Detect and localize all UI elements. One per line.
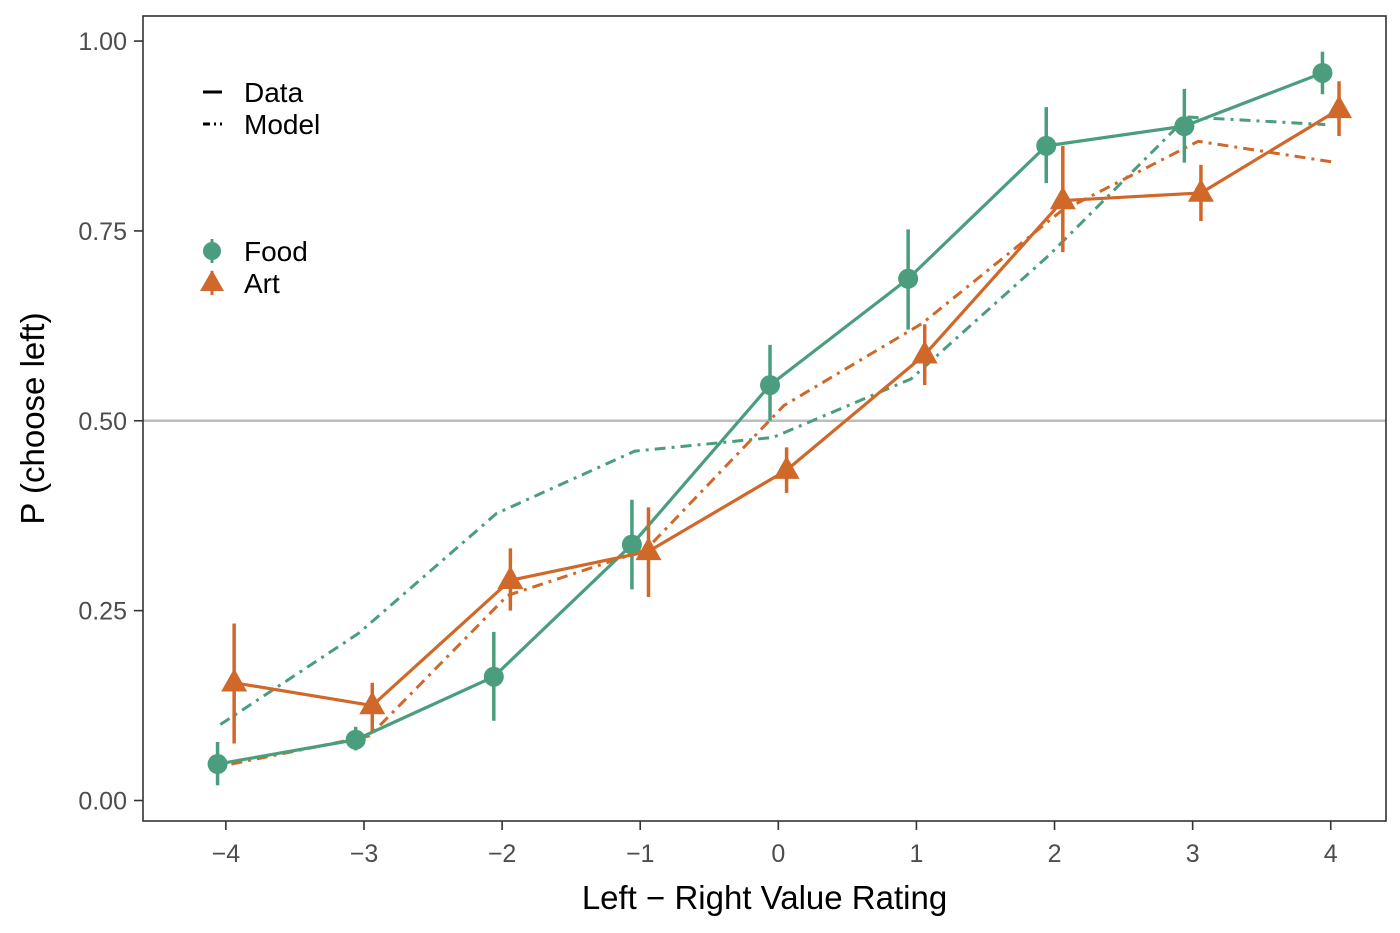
axes: 0.00 0.25 0.50 0.75 1.00 −4 −3 −2 −1 0 1 2 3 4 Left − …: [14, 15, 1387, 916]
plot-border: [142, 15, 1387, 822]
data-point-food: [621, 534, 642, 555]
data-point-art: [911, 340, 938, 364]
y-tick-label: 1.00: [78, 28, 127, 56]
data-point-food: [1036, 135, 1057, 156]
data-point-art: [221, 668, 248, 692]
y-tick-label: 0.50: [78, 408, 127, 436]
data-point-food: [483, 666, 504, 687]
data-point-food: [760, 375, 781, 396]
data-point-food: [1174, 116, 1195, 137]
data-point-art: [1049, 186, 1076, 210]
legend-label-food: Food: [244, 236, 308, 267]
x-tick-label: −4: [212, 840, 241, 868]
y-tick-label: 0.25: [78, 598, 127, 626]
y-tick-label: 0.00: [78, 787, 127, 815]
data-point-food: [898, 268, 919, 289]
data-point-art: [635, 537, 662, 561]
x-tick-label: 0: [771, 840, 785, 868]
data-point-art: [359, 691, 386, 715]
model-line-food: [219, 115, 1326, 726]
x-tick-label: −1: [626, 840, 655, 868]
legend-key-art: [200, 270, 224, 291]
data-point-food: [1312, 62, 1333, 83]
plot-area: [143, 51, 1386, 786]
data-point-art: [1326, 95, 1353, 119]
model-line-art: [231, 139, 1337, 766]
data-point-art: [1187, 178, 1214, 202]
legend-label-art: Art: [244, 268, 280, 299]
data-line-art: [233, 108, 1340, 708]
data-point-food: [345, 729, 366, 750]
x-tick-label: −2: [488, 840, 517, 868]
data-point-art: [773, 455, 800, 479]
data-point-art: [497, 565, 524, 589]
y-tick-label: 0.75: [78, 218, 127, 246]
legend-key-food: [203, 242, 221, 260]
x-tick-label: 4: [1324, 840, 1338, 868]
data-point-food: [207, 754, 228, 775]
legend-label-model: Model: [244, 109, 320, 140]
x-tick-label: 2: [1048, 840, 1062, 868]
legend-label-data: Data: [244, 77, 304, 108]
x-tick-label: 1: [909, 840, 923, 868]
x-axis-title: Left − Right Value Rating: [582, 879, 947, 916]
x-tick-label: −3: [350, 840, 379, 868]
x-tick-label: 3: [1186, 840, 1200, 868]
y-axis-title: P (choose left): [14, 312, 51, 524]
